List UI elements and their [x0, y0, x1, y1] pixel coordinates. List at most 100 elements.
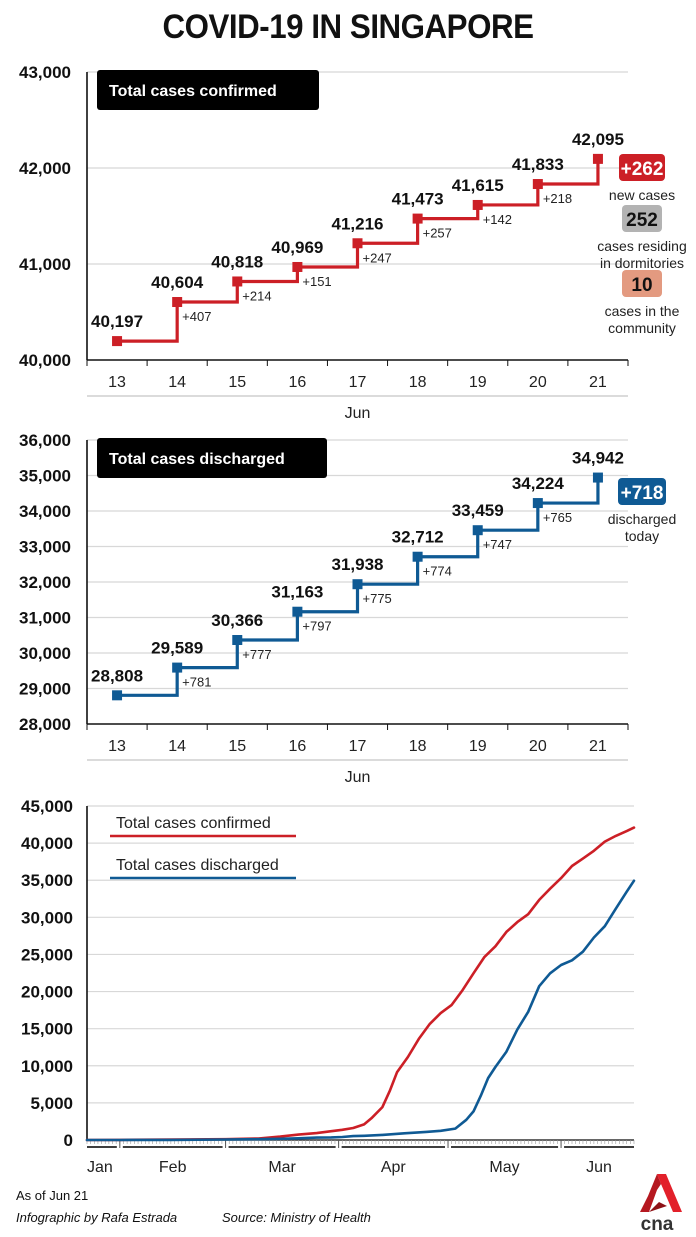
increment-label: +797 [302, 619, 331, 634]
y-tick-label: 28,000 [19, 715, 71, 734]
y-tick-label: 29,000 [19, 680, 71, 699]
x-tick-label: 21 [589, 738, 607, 755]
data-point-marker [472, 525, 483, 536]
source-text: Source: Ministry of Health [222, 1210, 371, 1225]
x-tick-label: 20 [529, 374, 547, 391]
legend-label: Total cases discharged [116, 857, 279, 874]
y-tick-label: 40,000 [21, 834, 73, 853]
increment-label: +247 [363, 250, 392, 265]
increment-label: +781 [182, 675, 211, 690]
data-value-label: 28,808 [91, 666, 143, 685]
y-tick-label: 25,000 [21, 945, 73, 964]
title-box [97, 438, 327, 478]
x-tick-label: 13 [108, 374, 126, 391]
x-tick-label: 18 [409, 738, 427, 755]
data-value-label: 41,216 [332, 214, 384, 233]
as-of-date: As of Jun 21 [16, 1188, 89, 1203]
x-tick-label: 16 [288, 374, 306, 391]
badge-box [619, 154, 665, 181]
x-axis-label: Jun [345, 405, 371, 422]
data-value-label: 30,366 [211, 611, 263, 630]
data-point-marker [292, 606, 303, 617]
x-month-label: Jan [87, 1159, 113, 1176]
data-point-marker [232, 635, 243, 646]
x-month-label: Apr [381, 1159, 407, 1176]
series-line-confirmed [85, 826, 636, 1142]
data-value-label: 42,095 [572, 130, 624, 149]
y-tick-label: 36,000 [19, 431, 71, 450]
data-value-label: 40,604 [151, 273, 204, 292]
increment-label: +151 [302, 274, 331, 289]
data-point-marker [292, 261, 303, 272]
badge-caption: new cases [609, 187, 675, 203]
increment-label: +218 [543, 191, 572, 206]
x-month-label: Jun [586, 1159, 612, 1176]
data-value-label: 41,615 [452, 176, 504, 195]
page-title: COVID-19 IN SINGAPORE [162, 8, 534, 46]
data-point-marker [412, 213, 423, 224]
cumulative-line-chart: 0 5,000 10,000 15,000 20,000 25,000 30,000 35,0… [21, 797, 636, 1176]
increment-label: +775 [363, 591, 392, 606]
increment-label: +214 [242, 288, 271, 303]
badge-box [622, 205, 662, 232]
y-tick-label: 35,000 [19, 467, 71, 486]
y-tick-label: 15,000 [21, 1020, 73, 1039]
data-point-marker [592, 153, 603, 164]
y-tick-label: 5,000 [30, 1094, 73, 1113]
badge-box [622, 270, 662, 297]
badge-caption: today [625, 528, 659, 544]
x-axis-label: Jun [345, 769, 371, 786]
data-value-label: 31,938 [332, 555, 384, 574]
step-chart-2: 28,000 29,000 30,000 31,000 32,000 33,000 34,0… [19, 431, 629, 786]
x-tick-label: 19 [469, 374, 487, 391]
x-tick-label: 17 [349, 374, 367, 391]
data-value-label: 33,459 [452, 501, 504, 520]
data-value-label: 40,197 [91, 312, 143, 331]
data-point-marker [532, 179, 543, 190]
step-chart-1: 40,000 41,000 42,000 43,000 13 14 15 16 17 18 19 20… [19, 63, 629, 422]
y-tick-label: 35,000 [21, 871, 73, 890]
increment-label: +142 [483, 212, 512, 227]
badge-value: 10 [631, 275, 652, 296]
legend-label: Total cases confirmed [116, 815, 271, 832]
y-tick-label: 34,000 [19, 502, 71, 521]
y-tick-label: 20,000 [21, 983, 73, 1002]
increment-label: +747 [483, 537, 512, 552]
badge-caption: in dormitories [600, 255, 684, 271]
data-value-label: 34,224 [512, 474, 565, 493]
data-point-marker [412, 551, 423, 562]
chart-title: Total cases discharged [109, 451, 285, 468]
data-point-marker [352, 238, 363, 249]
data-point-marker [592, 472, 603, 483]
badge-value: 252 [626, 210, 658, 231]
y-tick-label: 40,000 [19, 351, 71, 370]
badge-caption: discharged [608, 511, 677, 527]
x-tick-label: 13 [108, 738, 126, 755]
data-point-marker [352, 579, 363, 590]
data-point-marker [472, 199, 483, 210]
x-tick-label: 17 [349, 738, 367, 755]
data-point-marker [232, 276, 243, 287]
x-tick-label: 21 [589, 374, 607, 391]
title-box [97, 70, 319, 110]
y-tick-label: 30,000 [19, 644, 71, 663]
y-tick-label: 33,000 [19, 538, 71, 557]
data-value-label: 32,712 [392, 528, 444, 547]
data-value-label: 41,833 [512, 155, 564, 174]
badge-value: +718 [621, 483, 664, 504]
y-tick-label: 43,000 [19, 63, 71, 82]
badge-value: +262 [621, 159, 664, 180]
y-tick-label: 45,000 [21, 797, 73, 816]
x-tick-label: 14 [168, 374, 186, 391]
x-tick-label: 19 [469, 738, 487, 755]
y-tick-label: 41,000 [19, 255, 71, 274]
y-tick-label: 42,000 [19, 159, 71, 178]
y-tick-label: 32,000 [19, 573, 71, 592]
x-month-label: Mar [268, 1159, 296, 1176]
data-point-marker [532, 498, 543, 509]
x-tick-label: 18 [409, 374, 427, 391]
increment-label: +407 [182, 309, 211, 324]
increment-label: +774 [423, 564, 452, 579]
